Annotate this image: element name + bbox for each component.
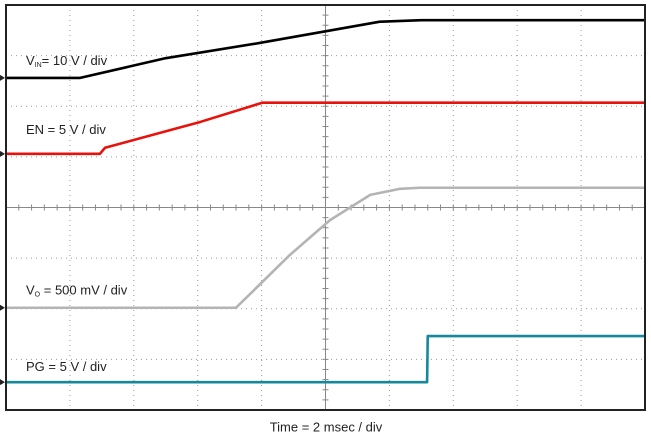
ground-marker	[0, 304, 5, 311]
x-axis-label: Time = 2 msec / div	[270, 419, 383, 434]
trace-label-part: EN = 5 V / div	[26, 122, 106, 137]
trace	[6, 334, 645, 384]
trace-label-part: = 10 V / div	[42, 53, 108, 68]
trace-label: VIN= 10 V / div	[26, 53, 108, 68]
ground-marker	[0, 379, 5, 386]
trace-label-part: = 500 mV / div	[40, 283, 128, 298]
trace-label-part: O	[35, 292, 41, 299]
ground-marker	[0, 150, 5, 157]
trace-label-part: V	[26, 53, 35, 68]
trace-label-part: V	[26, 283, 35, 298]
trace-label: EN = 5 V / div	[26, 122, 106, 137]
trace	[6, 18, 645, 80]
trace	[6, 101, 645, 156]
trace-label: VO = 500 mV / div	[26, 283, 128, 298]
trace-label-part: PG = 5 V / div	[26, 360, 107, 375]
grid	[5, 4, 646, 411]
trace-label-part: IN	[35, 62, 42, 69]
plot-frame	[5, 4, 646, 411]
trace	[6, 186, 645, 310]
trace-label: PG = 5 V / div	[26, 360, 107, 375]
traces	[0, 18, 645, 386]
ground-marker	[0, 74, 5, 81]
